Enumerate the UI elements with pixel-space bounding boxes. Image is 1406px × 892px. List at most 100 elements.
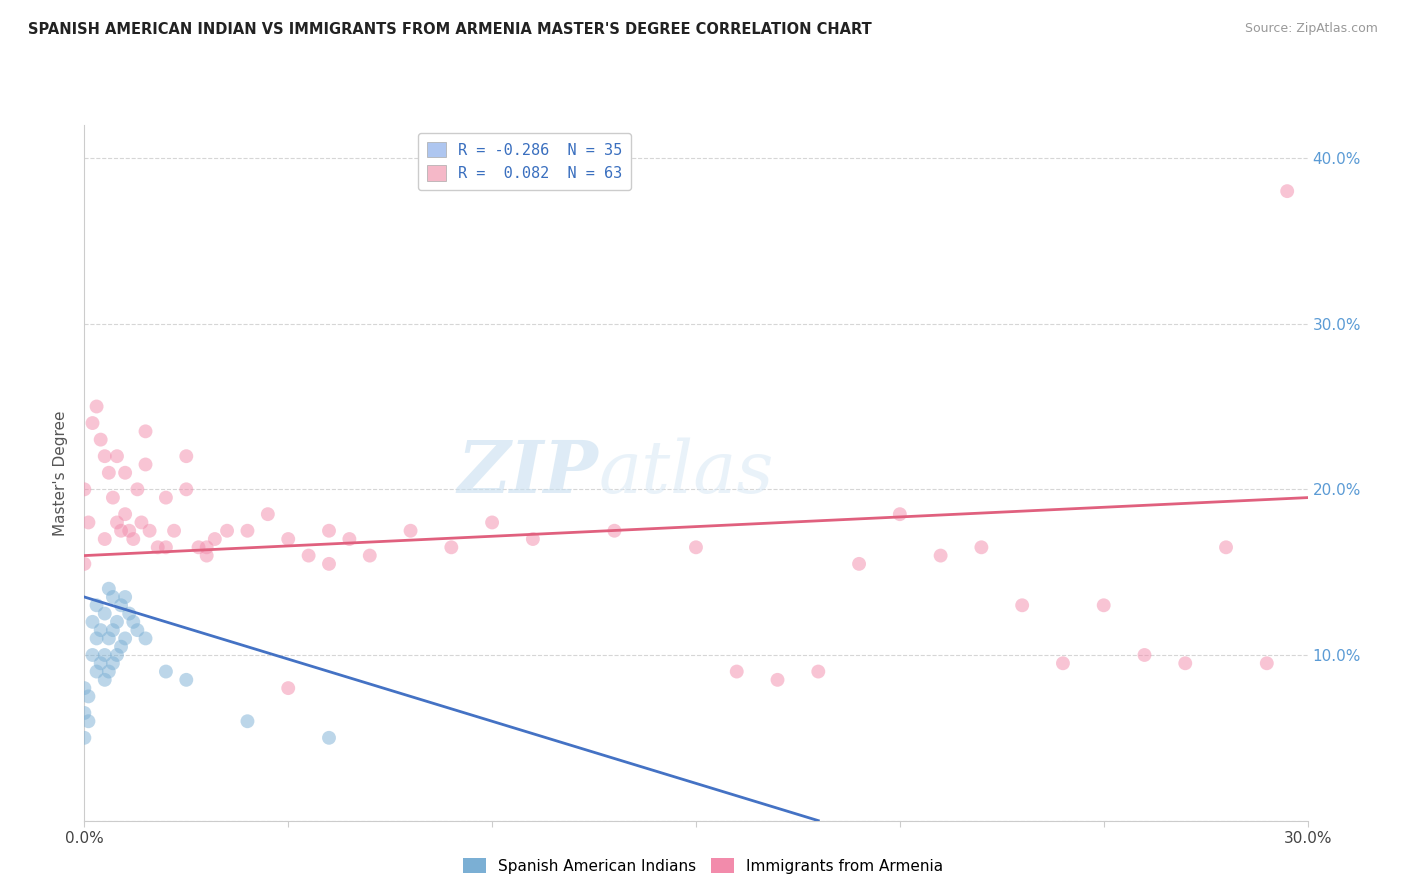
Point bbox=[318, 524, 340, 538]
Point bbox=[97, 466, 120, 480]
Legend: R = -0.286  N = 35, R =  0.082  N = 63: R = -0.286 N = 35, R = 0.082 N = 63 bbox=[418, 133, 631, 191]
Point bbox=[929, 549, 952, 563]
Point bbox=[163, 524, 186, 538]
Point bbox=[1215, 541, 1237, 555]
Y-axis label: Master's Degree: Master's Degree bbox=[53, 410, 69, 535]
Point bbox=[725, 665, 748, 679]
Point bbox=[603, 524, 626, 538]
Point bbox=[86, 400, 108, 414]
Point bbox=[114, 590, 136, 604]
Point bbox=[685, 541, 707, 555]
Point bbox=[1011, 599, 1033, 613]
Point bbox=[127, 623, 149, 637]
Text: SPANISH AMERICAN INDIAN VS IMMIGRANTS FROM ARMENIA MASTER'S DEGREE CORRELATION C: SPANISH AMERICAN INDIAN VS IMMIGRANTS FR… bbox=[28, 22, 872, 37]
Point bbox=[82, 416, 104, 430]
Point bbox=[77, 516, 100, 530]
Point bbox=[359, 549, 381, 563]
Point bbox=[93, 673, 117, 687]
Point bbox=[399, 524, 422, 538]
Point bbox=[146, 541, 169, 555]
Point bbox=[82, 615, 104, 629]
Point bbox=[97, 582, 120, 596]
Point bbox=[204, 532, 226, 546]
Point bbox=[105, 449, 128, 463]
Point bbox=[236, 714, 259, 729]
Point bbox=[122, 532, 145, 546]
Point bbox=[73, 731, 96, 745]
Point bbox=[90, 623, 112, 637]
Point bbox=[217, 524, 239, 538]
Point bbox=[1174, 657, 1197, 671]
Point bbox=[155, 665, 177, 679]
Point bbox=[298, 549, 321, 563]
Point bbox=[1133, 648, 1156, 662]
Legend: Spanish American Indians, Immigrants from Armenia: Spanish American Indians, Immigrants fro… bbox=[457, 852, 949, 880]
Point bbox=[1277, 184, 1299, 198]
Point bbox=[110, 599, 132, 613]
Point bbox=[114, 507, 136, 521]
Point bbox=[155, 541, 177, 555]
Point bbox=[1256, 657, 1278, 671]
Point bbox=[481, 516, 503, 530]
Point bbox=[73, 557, 96, 571]
Point bbox=[101, 491, 124, 505]
Point bbox=[889, 507, 911, 521]
Text: atlas: atlas bbox=[598, 437, 773, 508]
Point bbox=[176, 673, 198, 687]
Text: ZIP: ZIP bbox=[457, 437, 598, 508]
Point bbox=[135, 425, 157, 439]
Point bbox=[848, 557, 870, 571]
Point bbox=[135, 632, 157, 646]
Point bbox=[93, 532, 117, 546]
Point bbox=[277, 532, 299, 546]
Point bbox=[114, 632, 136, 646]
Point bbox=[257, 507, 280, 521]
Point bbox=[440, 541, 463, 555]
Point bbox=[86, 599, 108, 613]
Point bbox=[277, 681, 299, 695]
Point bbox=[195, 549, 218, 563]
Point bbox=[110, 524, 132, 538]
Point bbox=[176, 449, 198, 463]
Point bbox=[73, 706, 96, 720]
Point bbox=[105, 615, 128, 629]
Point bbox=[970, 541, 993, 555]
Point bbox=[135, 458, 157, 472]
Point bbox=[90, 433, 112, 447]
Point bbox=[131, 516, 153, 530]
Point bbox=[101, 590, 124, 604]
Point bbox=[105, 516, 128, 530]
Point bbox=[114, 466, 136, 480]
Point bbox=[82, 648, 104, 662]
Point bbox=[110, 640, 132, 654]
Point bbox=[86, 632, 108, 646]
Point bbox=[522, 532, 544, 546]
Point bbox=[73, 681, 96, 695]
Point bbox=[101, 623, 124, 637]
Point bbox=[93, 449, 117, 463]
Point bbox=[766, 673, 789, 687]
Point bbox=[93, 648, 117, 662]
Point bbox=[118, 607, 141, 621]
Point bbox=[318, 557, 340, 571]
Text: Source: ZipAtlas.com: Source: ZipAtlas.com bbox=[1244, 22, 1378, 36]
Point bbox=[127, 483, 149, 497]
Point bbox=[122, 615, 145, 629]
Point bbox=[1092, 599, 1115, 613]
Point bbox=[77, 714, 100, 729]
Point bbox=[195, 541, 218, 555]
Point bbox=[138, 524, 160, 538]
Point bbox=[176, 483, 198, 497]
Point bbox=[105, 648, 128, 662]
Point bbox=[807, 665, 830, 679]
Point bbox=[155, 491, 177, 505]
Point bbox=[318, 731, 340, 745]
Point bbox=[86, 665, 108, 679]
Point bbox=[339, 532, 361, 546]
Point bbox=[93, 607, 117, 621]
Point bbox=[1052, 657, 1074, 671]
Point bbox=[101, 657, 124, 671]
Point bbox=[90, 657, 112, 671]
Point bbox=[97, 632, 120, 646]
Point bbox=[77, 690, 100, 704]
